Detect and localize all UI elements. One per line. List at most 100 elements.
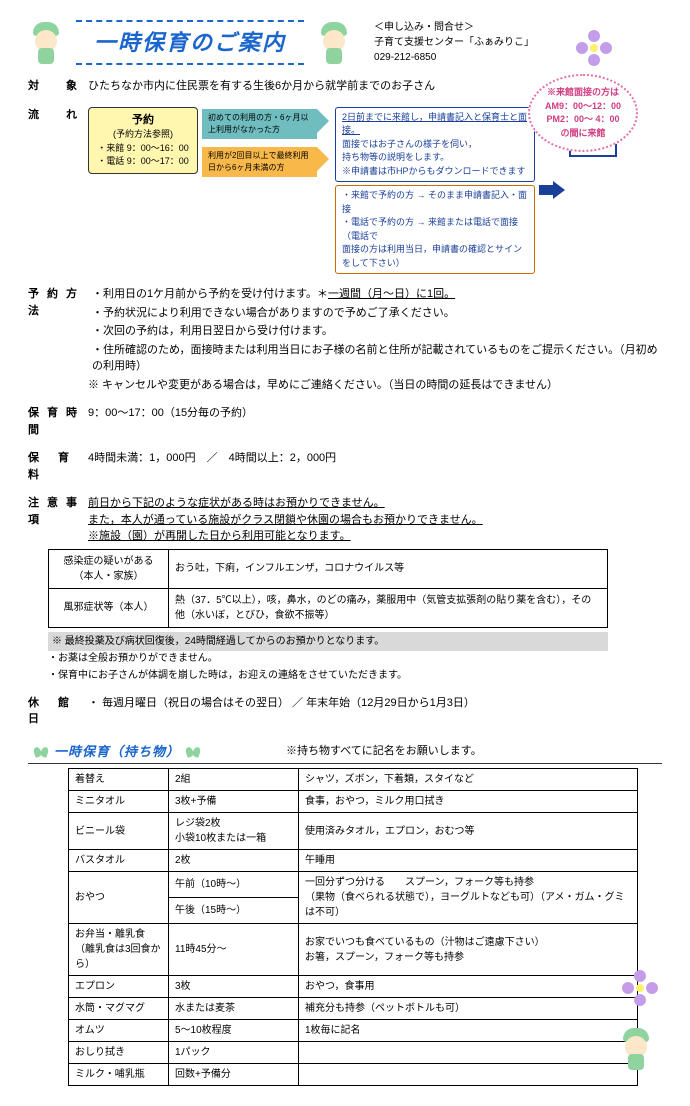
item-qty: レジ袋2枚 小袋10枚または一箱 [169, 813, 299, 850]
caution-line: 前日から下記のような症状がある時はお預かりできません。 [88, 495, 662, 512]
closed-label: 休 館 日 [28, 695, 88, 728]
item-name: オムツ [69, 1020, 169, 1042]
item-desc [299, 1042, 638, 1064]
caution-line: また，本人が通っている施設がクラス閉鎖や休園の場合もお預かりできません。 [88, 512, 662, 529]
item-name: おしり拭き [69, 1042, 169, 1064]
page-title: 一時保育のご案内 [76, 20, 304, 65]
mascot-icon [618, 1026, 654, 1072]
item-name: ミニタオル [69, 791, 169, 813]
arrow-new-user: 初めての利用の方・6ヶ月以上利用がなかった方 [202, 109, 317, 139]
fee-text: 4時間未満：1，000円 ／ 4時間以上：2，000円 [88, 450, 662, 467]
blue-line: ※申請書は市HPからもダウンロードできます [342, 165, 528, 179]
illness-table: 感染症の疑いがある（本人・家族） おう吐，下痢，インフルエンザ，コロナウイルス等… [48, 549, 608, 628]
caution-label: 注意事項 [28, 495, 88, 528]
title-text: 一時保育のご案内 [94, 26, 286, 59]
item-name: ミルク・哺乳瓶 [69, 1064, 169, 1086]
sprout-icon [32, 743, 50, 759]
arrow-icon [539, 181, 565, 199]
item-desc: 一回分ずつ分ける スプーン，フォーク等も持参 （果物（食べられる状態で），ヨーグ… [299, 872, 638, 924]
note-item: 保育中にお子さんが体調を崩した時は，お迎えの連絡をさせていただきます。 [48, 668, 662, 683]
item-name: 着替え [69, 769, 169, 791]
blue2-line: ・来館で予約の方 → そのまま申請書記入・面接 [342, 189, 528, 216]
item-qty: 1パック [169, 1042, 299, 1064]
notes-list: お薬は全般お預かりができません。保育中にお子さんが体調を崩した時は，お迎えの連絡… [48, 651, 662, 683]
hours-label: 保育時間 [28, 405, 88, 438]
flower-decoration [622, 970, 658, 1006]
blue-line: 持ち物等の説明をします。 [342, 151, 528, 165]
flower-decoration [576, 30, 612, 66]
ill-header: 風邪症状等（本人） [49, 588, 169, 627]
reserve-sub: (予約方法参照) [95, 128, 191, 142]
item-name: 水筒・マグマグ [69, 998, 169, 1020]
items-title: 一時保育（持ち物） [54, 742, 180, 762]
item-desc: おやつ，食事用 [299, 976, 638, 998]
bubble-line: AM9：00～12：00 [536, 100, 630, 114]
items-note: ※持ち物すべてに記名をお願いします。 [286, 743, 482, 760]
item-name: お弁当・離乳食 （離乳食は3回食から） [69, 924, 169, 976]
hours-text: 9：00～17：00（15分毎の予約） [88, 405, 662, 422]
interview-box: 2日前までに来館し，申請書記入と保育士と面接。 面接ではお子さんの様子を伺い， … [335, 107, 535, 183]
blue-line: 面接ではお子さんの様子を伺い， [342, 138, 528, 152]
sprout-icon [184, 743, 202, 759]
ill-content: 熱（37．5℃以上），咳，鼻水，のどの痛み，薬服用中（気管支拡張剤の貼り薬を含む… [169, 588, 608, 627]
flow-label: 流 れ [28, 107, 88, 124]
bubble-line: ※来館面接の方は [536, 86, 630, 100]
contact-label: ＜申し込み・問合せ＞ [374, 20, 534, 35]
reserve-method-item: 予約状況により利用できない場合がありますので予めご了承ください。 [92, 305, 662, 322]
item-qty: 回数+予備分 [169, 1064, 299, 1086]
item-desc: シャツ，ズボン，下着類，スタイなど [299, 769, 638, 791]
item-qty: 3枚 [169, 976, 299, 998]
blue-line: 2日前までに来館し，申請書記入と保育士と面接。 [342, 112, 527, 136]
ill-content: おう吐，下痢，インフルエンザ，コロナウイルス等 [169, 549, 608, 588]
returning-box: ・来館で予約の方 → そのまま申請書記入・面接 ・電話で予約の方 → 来館または… [335, 185, 535, 274]
bubble-line: の間に来館 [536, 127, 630, 141]
fee-label: 保 育 料 [28, 450, 88, 483]
item-desc: 使用済みタオル，エプロン，おむつ等 [299, 813, 638, 850]
item-desc: 午睡用 [299, 850, 638, 872]
item-qty: 午前（10時～） [169, 872, 299, 898]
blue2-line: ・電話で予約の方 → 来館または電話で面接（電話で [342, 216, 528, 243]
items-subheader: 一時保育（持ち物） ※持ち物すべてに記名をお願いします。 [28, 742, 662, 765]
target-label: 対 象 [28, 78, 88, 95]
reserve-box: 予約 (予約方法参照) ・来館 9：00～16：00 ・電話 9：00～17：0… [88, 107, 198, 174]
contact-block: ＜申し込み・問合せ＞ 子育て支援センター「ふぁみりこ」 029-212-6850 [374, 20, 534, 65]
arrow-returning-user: 利用が2回目以上で最終利用日から6ヶ月未満の方 [202, 147, 317, 177]
note-item: お薬は全般お預かりができません。 [48, 651, 662, 666]
item-desc: お家でいつも食べているもの（汁物はご遠慮下さい） お箸，スプーン，フォーク等も持… [299, 924, 638, 976]
reserve-method-item: 次回の予約は，利用日翌日から受け付けます。 [92, 323, 662, 340]
blue2-line: 面接の方は利用当日，申請書の確認とサインをして下さい） [342, 243, 528, 270]
visit-hours-bubble: ※来館面接の方は AM9：00～12：00 PM2：00～ 4：00 の間に来館 [528, 74, 638, 152]
contact-center: 子育て支援センター「ふぁみりこ」 [374, 35, 534, 50]
closed-text: 毎週月曜日（祝日の場合はその翌日） ／ 年末年始（12月29日から1月3日） [102, 697, 475, 709]
item-name: バスタオル [69, 850, 169, 872]
item-name: おやつ [69, 872, 169, 924]
item-desc: 補充分も持参（ペットボトルも可） [299, 998, 638, 1020]
item-desc [299, 1064, 638, 1086]
reserve-title: 予約 [95, 112, 191, 129]
mascot-icon [316, 20, 352, 66]
item-qty: 5～10枚程度 [169, 1020, 299, 1042]
cancel-note: ※ キャンセルや変更がある場合は，早めにご連絡ください。（当日の時間の延長はでき… [88, 377, 662, 394]
item-qty: 水または麦茶 [169, 998, 299, 1020]
caution-line: ※施設（園）が再開した日から利用可能となります。 [88, 528, 662, 545]
contact-tel: 029-212-6850 [374, 50, 534, 65]
reserve-method-label: 予約方法 [28, 286, 88, 319]
item-name: ビニール袋 [69, 813, 169, 850]
item-name: エプロン [69, 976, 169, 998]
gray-note: ※ 最終投薬及び病状回復後，24時間経過してからのお預かりとなります。 [48, 632, 608, 651]
item-qty: 3枚+予備 [169, 791, 299, 813]
mascot-icon [28, 20, 64, 66]
item-qty: 11時45分～ [169, 924, 299, 976]
bubble-line: PM2：00～ 4：00 [536, 113, 630, 127]
reserve-method-list: 利用日の1ケ月前から予約を受け付けます。＊一週間（月～日）に1回。予約状況により… [92, 286, 662, 375]
reserve-line: ・来館 9：00～16：00 [95, 142, 191, 156]
item-qty: 2枚 [169, 850, 299, 872]
reserve-line: ・電話 9：00～17：00 [95, 155, 191, 169]
items-table: 着替え2組シャツ，ズボン，下着類，スタイなどミニタオル3枚+予備食事，おやつ，ミ… [68, 768, 638, 1086]
reserve-method-item: 利用日の1ケ月前から予約を受け付けます。＊一週間（月～日）に1回。 [92, 286, 662, 303]
item-desc: 1枚毎に記名 [299, 1020, 638, 1042]
reserve-method-item: 住所確認のため，面接時または利用当日にお子様の名前と住所が記載されているものをご… [92, 342, 662, 375]
ill-header: 感染症の疑いがある（本人・家族） [49, 549, 169, 588]
item-qty: 午後（15時～） [169, 898, 299, 924]
item-qty: 2組 [169, 769, 299, 791]
